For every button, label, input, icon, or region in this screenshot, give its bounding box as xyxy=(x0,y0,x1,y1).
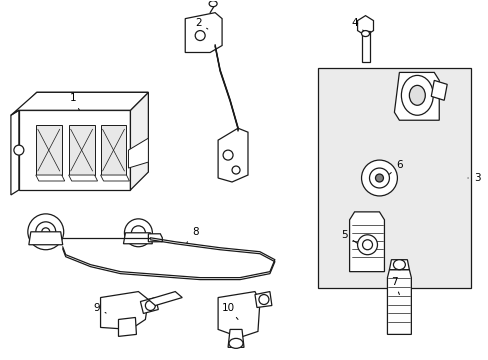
Ellipse shape xyxy=(401,75,432,115)
Polygon shape xyxy=(68,175,98,181)
Text: 1: 1 xyxy=(69,93,79,110)
Ellipse shape xyxy=(28,214,63,250)
Polygon shape xyxy=(185,13,222,53)
Text: 8: 8 xyxy=(186,227,198,243)
Text: 4: 4 xyxy=(350,18,363,31)
Polygon shape xyxy=(140,298,158,314)
Polygon shape xyxy=(36,175,64,181)
Polygon shape xyxy=(218,292,260,337)
Polygon shape xyxy=(11,110,19,195)
Bar xyxy=(361,31,369,62)
Text: 5: 5 xyxy=(341,230,357,243)
Ellipse shape xyxy=(41,228,50,236)
Polygon shape xyxy=(128,138,148,168)
Ellipse shape xyxy=(223,150,233,160)
Ellipse shape xyxy=(393,260,405,270)
Ellipse shape xyxy=(259,294,268,305)
Polygon shape xyxy=(123,233,152,244)
Ellipse shape xyxy=(145,301,155,310)
Polygon shape xyxy=(118,318,136,336)
Polygon shape xyxy=(218,128,247,182)
Polygon shape xyxy=(227,329,244,347)
Polygon shape xyxy=(68,125,94,175)
Polygon shape xyxy=(101,125,126,175)
Text: 6: 6 xyxy=(389,160,402,174)
Polygon shape xyxy=(148,234,162,242)
Polygon shape xyxy=(101,175,129,181)
Text: 3: 3 xyxy=(467,173,479,183)
Ellipse shape xyxy=(375,174,383,182)
Ellipse shape xyxy=(357,235,377,255)
Polygon shape xyxy=(19,92,148,110)
Ellipse shape xyxy=(361,160,397,196)
Polygon shape xyxy=(29,232,62,245)
Ellipse shape xyxy=(131,226,145,240)
Text: 9: 9 xyxy=(93,302,106,313)
Ellipse shape xyxy=(361,31,369,37)
Text: 2: 2 xyxy=(195,18,207,29)
Polygon shape xyxy=(317,68,470,288)
Polygon shape xyxy=(388,260,408,270)
Ellipse shape xyxy=(36,222,56,242)
Polygon shape xyxy=(386,270,410,334)
Ellipse shape xyxy=(408,85,425,105)
Polygon shape xyxy=(11,92,148,115)
Ellipse shape xyxy=(195,31,205,41)
Polygon shape xyxy=(430,80,447,100)
Polygon shape xyxy=(130,92,148,190)
Ellipse shape xyxy=(209,1,217,7)
Ellipse shape xyxy=(14,145,24,155)
Ellipse shape xyxy=(124,219,152,247)
Ellipse shape xyxy=(369,168,388,188)
Polygon shape xyxy=(394,72,438,120)
Polygon shape xyxy=(254,292,271,307)
Polygon shape xyxy=(36,125,61,175)
Polygon shape xyxy=(101,292,148,329)
Polygon shape xyxy=(19,110,130,190)
Text: 7: 7 xyxy=(390,276,399,294)
Text: 10: 10 xyxy=(221,302,238,319)
Polygon shape xyxy=(148,292,182,306)
Ellipse shape xyxy=(232,166,240,174)
Ellipse shape xyxy=(228,338,243,348)
Ellipse shape xyxy=(362,240,372,250)
Polygon shape xyxy=(349,212,384,272)
Polygon shape xyxy=(357,15,373,36)
